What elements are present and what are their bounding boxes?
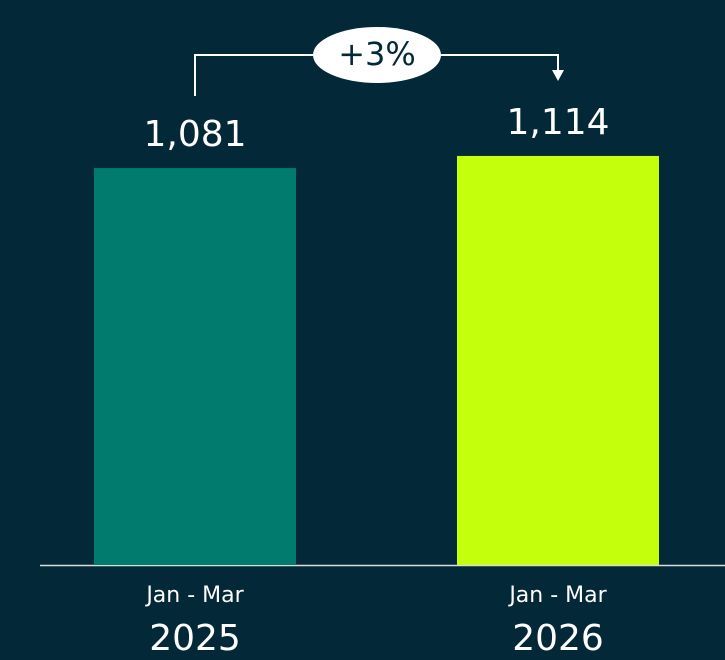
bar	[94, 168, 296, 565]
annotation-bubble	[313, 27, 441, 83]
x-tick-sublabel: Jan - Mar	[144, 583, 244, 608]
x-tick-sublabel: Jan - Mar	[507, 583, 607, 608]
annotation-label: +3%	[338, 35, 416, 73]
value-label: 1,081	[143, 114, 246, 155]
x-tick-label: 2025	[149, 618, 241, 659]
x-tick-label: 2026	[512, 618, 604, 659]
annotation-arrowhead	[552, 69, 564, 81]
value-label: 1,114	[506, 102, 609, 143]
bar	[457, 155, 659, 565]
